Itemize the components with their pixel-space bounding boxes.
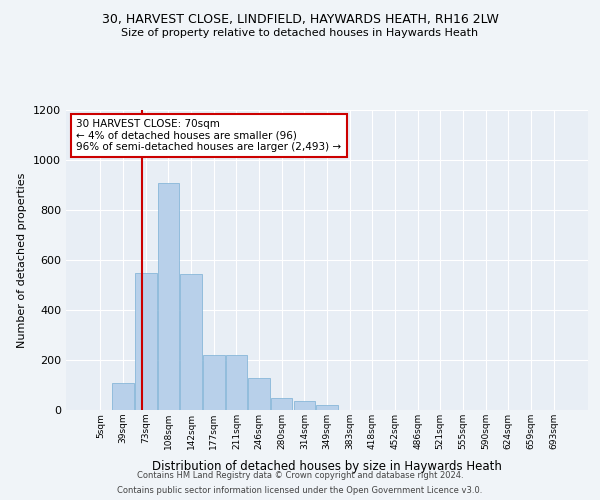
X-axis label: Distribution of detached houses by size in Haywards Heath: Distribution of detached houses by size … [152,460,502,473]
Bar [316,405,338,410]
Bar [158,182,179,410]
Text: Contains HM Land Registry data © Crown copyright and database right 2024.: Contains HM Land Registry data © Crown c… [137,471,463,480]
Bar [181,274,202,410]
Bar [271,398,292,410]
Bar [226,355,247,410]
Text: Size of property relative to detached houses in Haywards Heath: Size of property relative to detached ho… [121,28,479,38]
Bar [135,273,157,410]
Bar [112,383,134,410]
Text: Contains public sector information licensed under the Open Government Licence v3: Contains public sector information licen… [118,486,482,495]
Text: 30, HARVEST CLOSE, LINDFIELD, HAYWARDS HEATH, RH16 2LW: 30, HARVEST CLOSE, LINDFIELD, HAYWARDS H… [101,12,499,26]
Bar [293,401,315,410]
Bar [203,355,224,410]
Bar [248,378,270,410]
Y-axis label: Number of detached properties: Number of detached properties [17,172,28,348]
Text: 30 HARVEST CLOSE: 70sqm
← 4% of detached houses are smaller (96)
96% of semi-det: 30 HARVEST CLOSE: 70sqm ← 4% of detached… [76,119,341,152]
